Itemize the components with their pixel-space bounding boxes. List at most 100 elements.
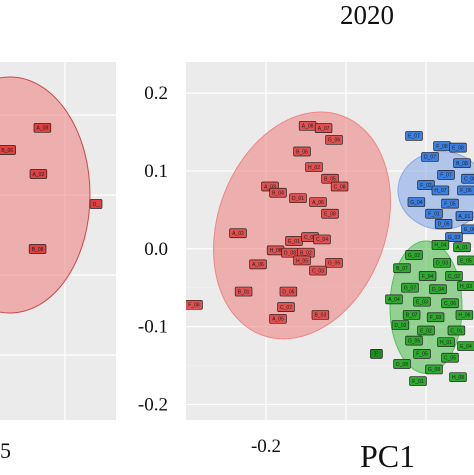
y-tick-label: -0.1 <box>138 317 168 338</box>
point-s1-9: F_06 <box>457 185 474 196</box>
x-tick-label: -0.2 <box>251 436 281 457</box>
point-s1-15: E_06 <box>461 224 474 235</box>
point-s2-6: F_04 <box>418 271 437 281</box>
point-s0-18: B_02 <box>297 247 315 258</box>
point-label: G_04 <box>410 200 422 206</box>
point-label: A_05 <box>272 317 284 323</box>
point-label: E_05 <box>460 258 472 264</box>
point-label: H_04 <box>434 243 446 249</box>
point-label: H_06 <box>458 313 470 319</box>
point-s2-21: H_01 <box>437 337 455 348</box>
point-label: G_07 <box>404 285 416 291</box>
point-label: E_03 <box>416 300 428 306</box>
point-s0-0: A_08 <box>298 120 317 131</box>
point-label: C_05 <box>304 235 316 241</box>
point-s2-10: H_03 <box>457 281 474 291</box>
point-label: E_07 <box>408 134 420 140</box>
point-s1-8: H_07 <box>431 185 450 196</box>
point-s1-4: B_08 <box>453 158 471 169</box>
left-point-2: A_02 <box>29 169 48 179</box>
point-label: C_02 <box>448 274 460 280</box>
point-label: C_08 <box>334 184 346 190</box>
point-label: D_08 <box>396 362 408 368</box>
point-label: A_02 <box>232 231 244 237</box>
point-s1-13: A_01 <box>455 211 474 221</box>
point-label: H_08 <box>270 248 282 254</box>
point-s0-22: C_03 <box>309 265 327 276</box>
point-label: F_06 <box>188 303 200 309</box>
point-label: D_06 <box>282 289 294 295</box>
point-s2-9: D_04 <box>429 284 447 295</box>
left-point-4: D_ <box>89 199 103 209</box>
point-label: F_08 <box>436 144 448 150</box>
point-s1-10: G_04 <box>407 197 426 207</box>
left-point-0: A_08 <box>33 122 52 133</box>
point-label: E_08 <box>324 212 336 218</box>
point-label: G_06 <box>328 138 340 144</box>
point-s2-12: E_03 <box>413 296 431 307</box>
point-s1-2: E_08 <box>449 142 467 153</box>
point-label: C_04 <box>316 237 328 243</box>
point-label: D_ <box>93 202 100 208</box>
point-label: G_05 <box>408 338 420 344</box>
point-label: B_07 <box>396 266 408 272</box>
point-s2-25: D_08 <box>393 359 411 369</box>
point-label: F_01 <box>428 212 440 218</box>
point-label: A_08 <box>37 126 49 132</box>
point-s2-28: H_08 <box>449 372 467 383</box>
point-s0-26: F_06 <box>186 299 203 310</box>
y-tick-label: 0.2 <box>144 83 168 104</box>
point-label: F_07 <box>440 173 452 179</box>
point-s1-11: F_05 <box>441 198 459 209</box>
point-s0-20: A_06 <box>249 259 267 270</box>
point-label: A_08 <box>302 124 314 130</box>
point-s1-7: F_02 <box>417 180 435 190</box>
point-label: A_06 <box>312 200 324 206</box>
point-label: G_06 <box>328 261 340 267</box>
point-label: E_04 <box>460 344 472 350</box>
point-s2-2: G_02 <box>405 250 423 260</box>
point-label: A_06 <box>252 262 264 268</box>
right-plot-area: A_08 A_07G_06B_06H_02B_05C_08A_03B_04D_01… <box>186 62 474 420</box>
point-s1-3: D_07 <box>421 152 439 162</box>
point-label: G_03 <box>448 235 460 241</box>
point-label: C_01 <box>450 328 462 334</box>
point-s2-22: E_04 <box>457 341 474 351</box>
point-s1-0: E_07 <box>405 131 423 141</box>
point-label: D_03 <box>436 261 448 267</box>
point-s0-4: H_02 <box>305 162 323 172</box>
point-label: E_01 <box>288 239 300 245</box>
point-s0-25: D_06 <box>279 286 298 297</box>
point-label: H_02 <box>308 165 320 171</box>
point-s2-11: A_04 <box>385 294 403 305</box>
point-s2-16: H_06 <box>455 310 474 320</box>
point-s2-1: A_01 <box>453 242 471 253</box>
point-label: B_07 <box>406 313 418 319</box>
point-s3-0: F <box>370 348 383 359</box>
point-label: D_08 <box>284 250 296 256</box>
point-s2-19: C_01 <box>447 325 466 336</box>
point-s2-17: D_02 <box>391 320 410 330</box>
point-s2-27: F_01 <box>409 376 427 386</box>
point-s0-15: C_04 <box>313 234 331 245</box>
point-label: E_02 <box>420 328 432 334</box>
point-label: B_04 <box>272 191 284 197</box>
point-label: C_05 <box>444 356 456 362</box>
point-s2-23: F_05 <box>413 348 431 359</box>
point-label: A_01 <box>459 214 471 220</box>
point-label: B_06 <box>1 148 13 154</box>
point-label: H_05 <box>296 258 308 264</box>
point-s2-0: H_04 <box>431 240 450 250</box>
point-s1-6: C_08 <box>461 173 474 184</box>
point-label: F_01 <box>412 379 424 385</box>
point-s0-5: B_05 <box>321 173 339 184</box>
point-s2-13: C_06 <box>441 298 459 309</box>
point-label: H_01 <box>440 340 452 346</box>
y-tick-label: 0.1 <box>144 161 168 182</box>
point-label: H_08 <box>452 375 464 381</box>
point-s2-3: D_03 <box>433 257 451 268</box>
point-label: F_05 <box>444 201 456 207</box>
point-s0-13: E_01 <box>285 236 303 246</box>
point-label: H_07 <box>434 188 446 194</box>
